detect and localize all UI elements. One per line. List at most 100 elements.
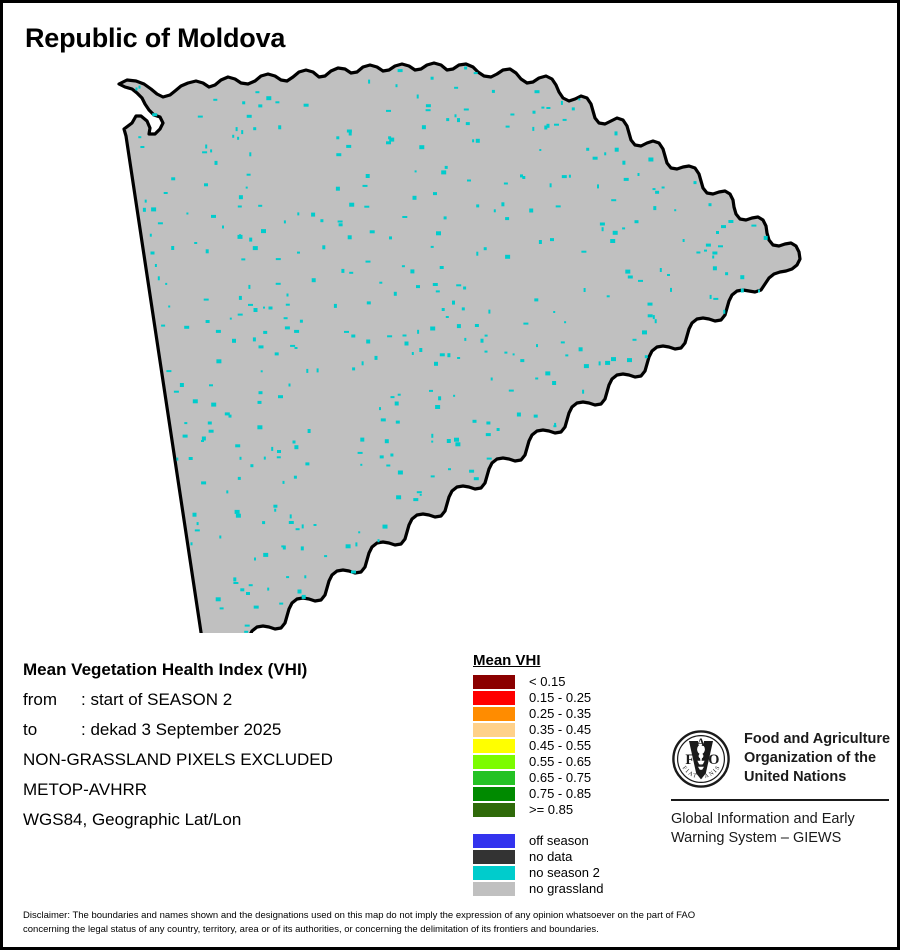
legend-class-row[interactable]: >= 0.85 (473, 802, 653, 818)
no-season2-pixel (163, 192, 168, 194)
no-season2-pixel (232, 338, 236, 343)
no-season2-pixel (293, 475, 297, 479)
no-season2-pixel (349, 202, 355, 207)
no-season2-pixel (455, 442, 461, 447)
no-season2-pixel (154, 264, 157, 267)
no-season2-pixel (493, 209, 496, 213)
no-season2-pixel (250, 464, 254, 468)
map-canvas[interactable] (3, 53, 897, 633)
no-season2-pixel (271, 446, 274, 451)
no-season2-pixel (419, 145, 425, 150)
legend-class-row[interactable]: 0.45 - 0.55 (473, 738, 653, 754)
no-season2-pixel (336, 153, 342, 157)
legend-special-row[interactable]: no season 2 (473, 865, 653, 881)
moldova-map-svg[interactable] (3, 53, 897, 633)
no-season2-pixel (490, 377, 493, 381)
no-season2-pixel (582, 389, 585, 394)
no-season2-pixel (647, 302, 653, 306)
info-row-from: from : start of SEASON 2 (23, 685, 453, 715)
no-season2-pixel (275, 282, 281, 285)
no-season2-pixel (560, 341, 565, 344)
no-season2-pixel (283, 220, 286, 224)
no-season2-pixel (395, 84, 398, 88)
legend-special-list: off season no data no season 2 no grassland (473, 833, 653, 897)
no-season2-pixel (341, 268, 345, 273)
no-season2-pixel (316, 368, 319, 373)
legend-class-row[interactable]: 0.65 - 0.75 (473, 770, 653, 786)
legend-class-row[interactable]: 0.15 - 0.25 (473, 690, 653, 706)
no-season2-pixel (219, 535, 222, 539)
legend-title: Mean VHI (473, 652, 541, 669)
no-season2-pixel (599, 222, 605, 226)
no-season2-pixel (278, 395, 283, 399)
no-season2-pixel (634, 220, 639, 224)
no-season2-pixel (713, 297, 719, 300)
no-season2-pixel (277, 450, 281, 453)
no-season2-pixel (435, 405, 441, 409)
legend-class-list: < 0.15 0.15 - 0.25 0.25 - 0.35 0.35 - 0.45 0… (473, 674, 653, 818)
no-season2-pixel (496, 428, 500, 431)
no-season2-pixel (661, 186, 665, 189)
no-season2-pixel (578, 347, 583, 352)
no-season2-pixel (297, 589, 302, 594)
no-season2-pixel (456, 284, 462, 287)
country-group[interactable] (117, 61, 802, 633)
legend-class-row[interactable]: 0.25 - 0.35 (473, 706, 653, 722)
no-season2-pixel (474, 324, 479, 327)
info-heading: Mean Vegetation Health Index (VHI) (23, 660, 308, 679)
no-season2-pixel (457, 118, 460, 123)
country-polygon-moldova[interactable] (117, 61, 802, 633)
no-season2-pixel (463, 286, 467, 290)
no-season2-pixel (447, 353, 451, 358)
no-season2-pixel (233, 577, 237, 582)
no-season2-pixel (144, 199, 147, 203)
info-projection: WGS84, Geographic Lat/Lon (23, 810, 242, 829)
no-season2-pixel (425, 109, 431, 112)
no-season2-pixel (550, 238, 554, 242)
no-season2-pixel (712, 266, 717, 271)
no-season2-pixel (693, 181, 697, 185)
page-title: Republic of Moldova (25, 23, 286, 53)
giews-programme-name: Global Information and Early Warning Sys… (671, 810, 893, 848)
legend-class-row[interactable]: 0.75 - 0.85 (473, 786, 653, 802)
no-season2-pixel (201, 481, 207, 485)
legend-special-row[interactable]: no grassland (473, 881, 653, 897)
no-season2-pixel (366, 301, 371, 305)
no-season2-pixel (682, 239, 685, 242)
no-season2-pixel (614, 147, 619, 152)
no-season2-pixel (578, 98, 581, 101)
no-season2-pixel (307, 429, 311, 433)
no-season2-pixel (532, 126, 535, 131)
legend-class-row[interactable]: 0.55 - 0.65 (473, 754, 653, 770)
no-season2-pixel (659, 268, 662, 272)
no-season2-pixel (301, 594, 306, 599)
svg-text:A: A (697, 737, 706, 749)
no-season2-pixel (379, 407, 381, 411)
no-season2-pixel (235, 513, 241, 518)
no-season2-pixel (263, 552, 269, 557)
no-season2-pixel (380, 418, 386, 422)
no-season2-pixel (446, 439, 451, 443)
legend-class-row[interactable]: 0.35 - 0.45 (473, 722, 653, 738)
fao-org-line-2: Organization of the (744, 750, 877, 766)
no-season2-pixel (365, 174, 370, 178)
no-season2-pixel (349, 271, 354, 274)
info-exclusion: NON-GRASSLAND PIXELS EXCLUDED (23, 750, 333, 769)
legend-special-row[interactable]: off season (473, 833, 653, 849)
no-season2-pixel (297, 251, 300, 254)
no-season2-pixel (197, 115, 203, 118)
no-season2-pixel (194, 242, 198, 244)
no-season2-pixel (161, 324, 166, 327)
no-season2-pixel (536, 344, 538, 348)
no-season2-pixel (419, 348, 423, 352)
no-season2-pixel (670, 287, 672, 292)
no-season2-pixel (201, 440, 204, 442)
fao-org-line-1: Food and Agriculture (744, 731, 891, 747)
no-season2-pixel (441, 170, 447, 175)
legend-class-label: < 0.15 (529, 674, 566, 689)
legend-special-row[interactable]: no data (473, 849, 653, 865)
legend-class-row[interactable]: < 0.15 (473, 674, 653, 690)
no-season2-pixel (239, 234, 242, 239)
no-season2-pixel (239, 456, 242, 460)
